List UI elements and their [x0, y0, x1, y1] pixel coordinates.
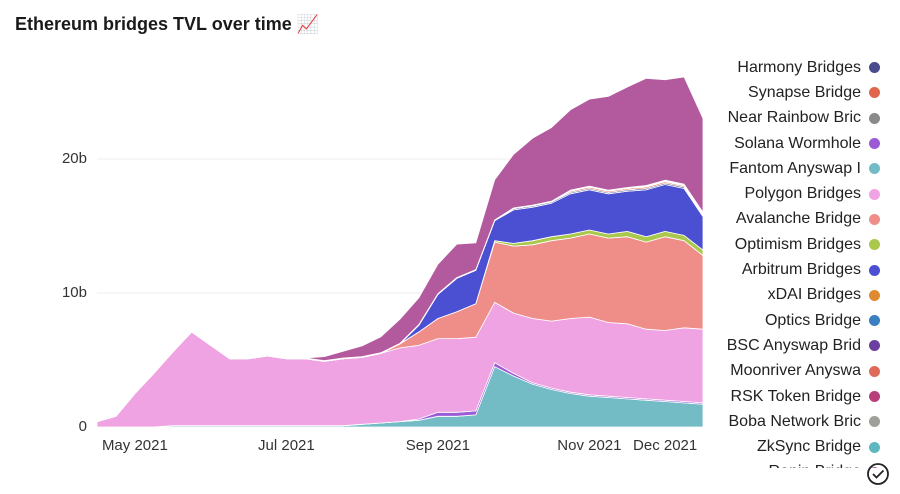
legend-swatch — [869, 340, 880, 352]
legend-item[interactable]: Avalanche Bridge — [708, 207, 880, 232]
legend-item[interactable]: Moonriver Anyswa — [708, 359, 880, 384]
legend-item[interactable]: Synapse Bridge — [708, 80, 880, 105]
legend-label: Avalanche Bridge — [735, 210, 861, 228]
legend-label: Arbitrum Bridges — [741, 261, 861, 279]
legend-label: Boba Network Bric — [728, 412, 862, 430]
x-tick-label: May 2021 — [102, 437, 168, 454]
legend-swatch — [869, 239, 880, 251]
legend-swatch — [869, 62, 880, 74]
legend-item[interactable]: xDAI Bridges — [708, 283, 880, 308]
chart-title: Ethereum bridges TVL over time 📈 — [15, 14, 320, 34]
chart: 0 10b 20b May 2021 Jul 2021 Sep 2021 Nov 2021 D… — [62, 76, 704, 454]
x-tick-label: Jul 2021 — [258, 437, 315, 454]
legend-item[interactable]: ZkSync Bridge — [708, 434, 880, 459]
legend-label: Fantom Anyswap I — [729, 159, 861, 177]
legend-swatch — [869, 466, 880, 468]
legend-swatch — [869, 416, 880, 428]
legend-item[interactable]: Optics Bridge — [708, 308, 880, 333]
legend-label: xDAI Bridges — [767, 286, 861, 304]
y-tick-label: 10b — [62, 284, 87, 301]
legend-swatch — [869, 264, 880, 276]
legend-label: Ronin Bridge — [769, 463, 862, 468]
legend-item[interactable]: BSC Anyswap Brid — [708, 333, 880, 358]
y-tick-label: 20b — [62, 150, 87, 167]
x-tick-label: Nov 2021 — [557, 437, 621, 454]
legend-label: Optimism Bridges — [734, 235, 861, 253]
legend-swatch — [869, 289, 880, 301]
legend-item[interactable]: Ronin Bridge — [708, 460, 880, 468]
legend-swatch — [869, 365, 880, 377]
area — [96, 76, 704, 422]
legend-swatch — [869, 163, 880, 175]
legend-item[interactable]: Solana Wormhole — [708, 131, 880, 156]
legend-label: Moonriver Anyswa — [730, 362, 861, 380]
legend-label: Synapse Bridge — [748, 83, 861, 101]
legend-label: BSC Anyswap Brid — [726, 336, 861, 354]
legend-label: Solana Wormhole — [734, 134, 861, 152]
legend-swatch — [869, 138, 880, 150]
legend-swatch — [869, 112, 880, 124]
legend-label: ZkSync Bridge — [756, 438, 861, 456]
legend-swatch — [869, 315, 880, 327]
legend-item[interactable]: Fantom Anyswap I — [708, 156, 880, 181]
legend: Harmony Bridges Synapse Bridge Near Rainbo… — [708, 55, 880, 468]
legend-swatch — [869, 391, 880, 402]
check-icon[interactable] — [864, 460, 894, 490]
legend-label: Near Rainbow Bric — [727, 109, 861, 127]
legend-label: RSK Token Bridge — [730, 387, 861, 405]
legend-item[interactable]: Boba Network Bric — [708, 409, 880, 434]
x-tick-label: Sep 2021 — [406, 437, 470, 454]
legend-item[interactable]: Near Rainbow Bric — [708, 106, 880, 131]
legend-swatch — [869, 213, 880, 225]
legend-item[interactable]: RSK Token Bridge — [708, 384, 880, 409]
legend-item[interactable]: Arbitrum Bridges — [708, 257, 880, 282]
legend-item[interactable]: Optimism Bridges — [708, 232, 880, 257]
legend-item[interactable]: Polygon Bridges — [708, 181, 880, 206]
y-tick-label: 0 — [79, 418, 87, 435]
legend-swatch — [869, 441, 880, 453]
check-circle — [867, 463, 889, 485]
legend-swatch — [869, 188, 880, 200]
legend-label: Optics Bridge — [764, 311, 861, 329]
legend-label: Harmony Bridges — [737, 58, 861, 76]
check-mark — [872, 469, 885, 479]
x-tick-label: Dec 2021 — [633, 437, 697, 454]
legend-item[interactable]: Harmony Bridges — [708, 55, 880, 80]
legend-swatch — [869, 87, 880, 99]
legend-label: Polygon Bridges — [744, 185, 861, 203]
